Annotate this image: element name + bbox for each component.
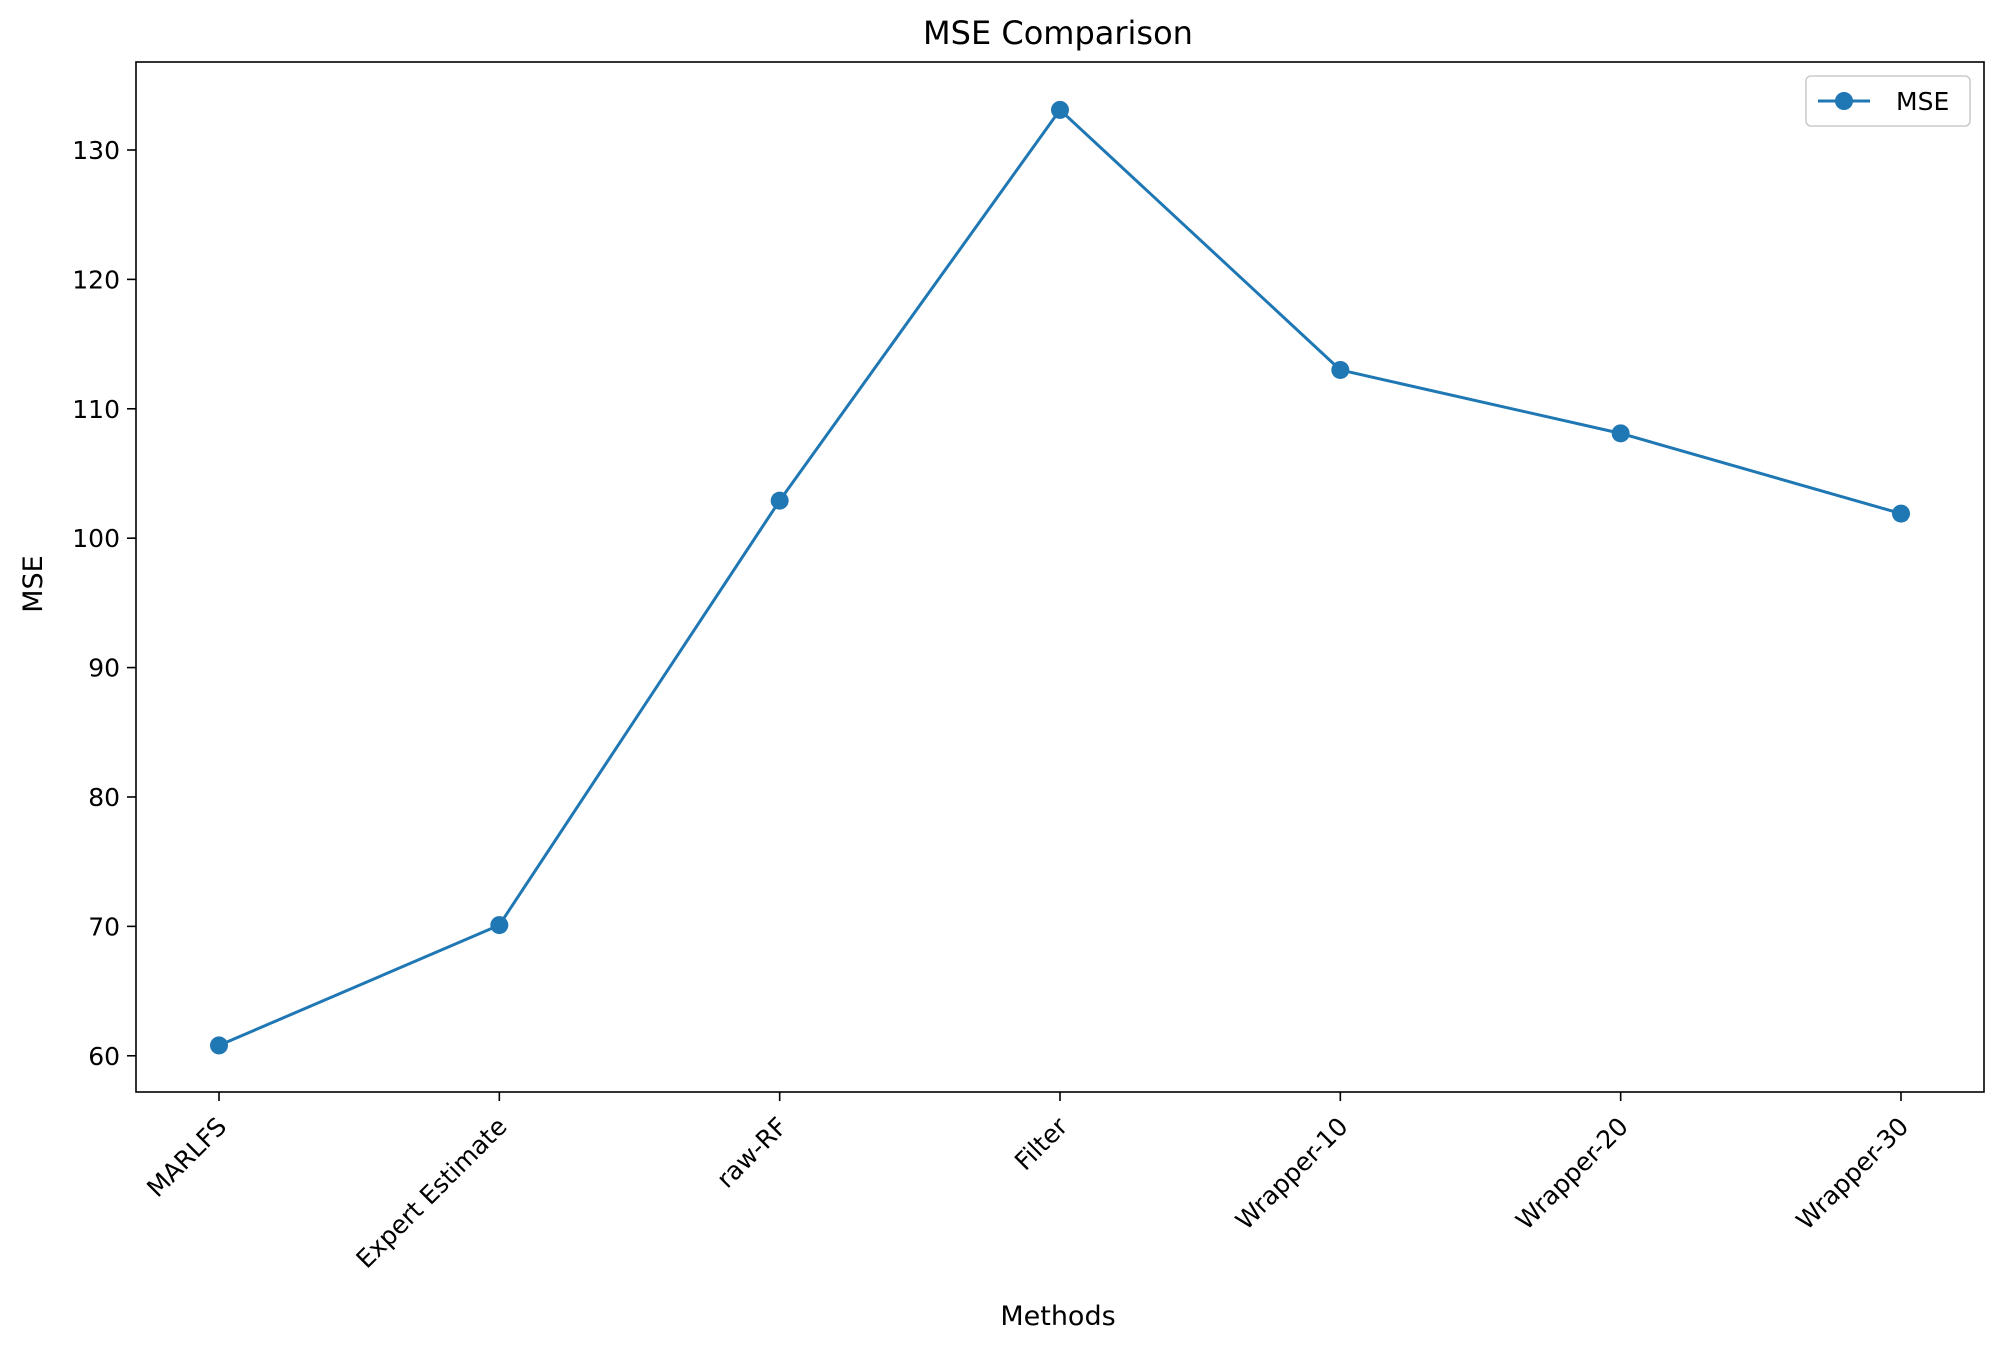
- y-tick-label: 100: [72, 524, 120, 553]
- y-tick-label: 90: [88, 654, 120, 683]
- x-tick-label: Expert Estimate: [350, 1112, 512, 1274]
- x-tick-label: Wrapper-10: [1230, 1112, 1354, 1236]
- mse-data-point: [490, 916, 509, 935]
- legend-box: [1805, 75, 1971, 127]
- plot-area: [136, 62, 1984, 1092]
- x-axis-ticks: MARLFS Expert Estimate raw-RF Filter Wrapper…: [141, 1092, 1914, 1274]
- mse-data-point: [770, 491, 789, 510]
- legend-label: MSE: [1896, 87, 1949, 116]
- mse-data-point: [1331, 360, 1350, 379]
- y-tick-label: 80: [88, 783, 120, 812]
- plot-frame: [135, 61, 1985, 1093]
- y-axis-label: MSE: [18, 555, 49, 613]
- mse-data-point: [1611, 424, 1630, 443]
- series-layer: [210, 100, 1910, 1055]
- mse-data-point: [1892, 504, 1910, 523]
- y-tick-label: 110: [72, 395, 120, 424]
- x-tick-label: MARLFS: [141, 1112, 232, 1203]
- x-axis-label: Methods: [1000, 1301, 1115, 1332]
- chart-title: MSE Comparison: [923, 14, 1193, 52]
- x-tick-label: raw-RF: [711, 1112, 793, 1194]
- y-axis-ticks: 60 70 80 90 100 110 120 130: [72, 136, 136, 1071]
- y-tick-label: 120: [72, 265, 120, 294]
- legend-marker: [1835, 92, 1853, 110]
- legend: MSE: [1805, 75, 1971, 127]
- mse-data-point: [1051, 100, 1069, 119]
- y-tick-label: 60: [88, 1042, 120, 1071]
- x-tick-label: Wrapper-30: [1791, 1112, 1915, 1236]
- x-tick-label: Filter: [1009, 1111, 1074, 1176]
- y-tick-label: 130: [72, 136, 120, 165]
- x-tick-label: Wrapper-20: [1510, 1112, 1634, 1236]
- y-tick-label: 70: [88, 912, 120, 941]
- mse-data-point: [210, 1036, 228, 1055]
